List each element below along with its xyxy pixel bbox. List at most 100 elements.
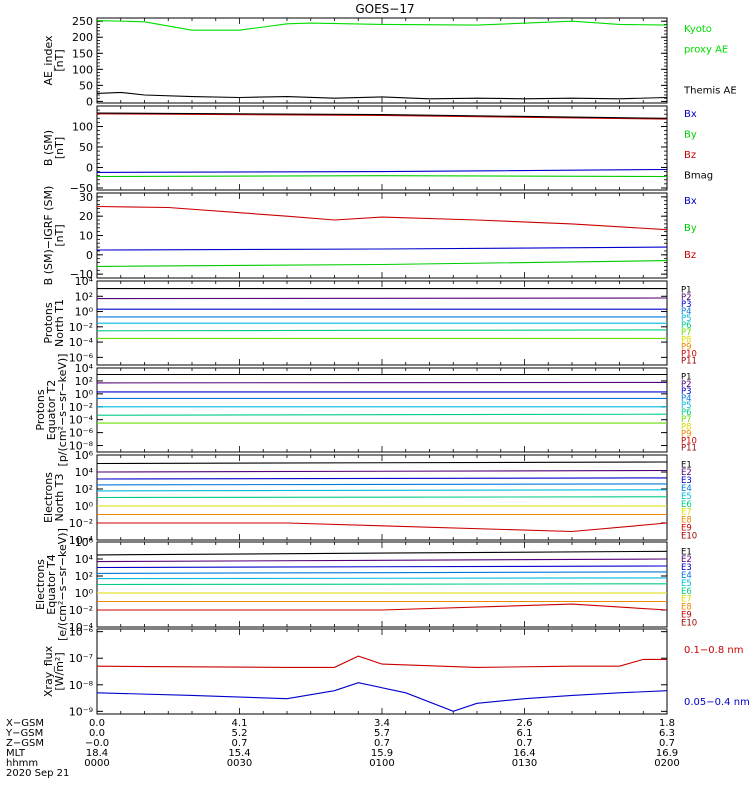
legend-item: E2: [681, 468, 692, 478]
y-tick-label: 10⁰: [75, 500, 94, 513]
footer-value: 0100: [369, 758, 394, 769]
legend-item: E10: [681, 531, 697, 541]
y-axis-label: B (SM): [42, 130, 55, 166]
footer-value: 2.6: [517, 718, 533, 729]
series-line-e9: [97, 603, 668, 611]
series-line-e5: [96, 489, 668, 492]
y-axis-label: Electrons: [42, 472, 55, 523]
y-axis-label: [nT]: [53, 224, 66, 246]
legend-item: P6: [681, 321, 692, 331]
panel-bsm: −50 0 50 100 B (SM)[nT] Bx By Bz Bmag: [42, 105, 713, 195]
legend-item: P3: [681, 387, 692, 397]
legend-item: E9: [681, 524, 692, 534]
footer-value: 15.4: [228, 748, 250, 759]
footer-value: 0.7: [659, 738, 675, 749]
y-axis-label: [p/(cm²−s−sr−keV)]: [56, 354, 69, 467]
y-tick-label: 10⁻²: [69, 321, 93, 334]
y-tick-label: 10⁻⁶: [69, 427, 94, 440]
y-tick-label: 0: [86, 161, 93, 174]
series-line-by: [96, 175, 668, 178]
series-line-p6: [96, 329, 668, 332]
legend-item: Bz: [684, 250, 696, 261]
y-tick-label: 10⁻⁸: [69, 679, 94, 692]
series-line-p2: [96, 381, 668, 384]
legend-item: P9: [681, 342, 692, 352]
legend-item: Bx: [684, 196, 697, 207]
series-line-e2: [96, 558, 668, 563]
footer-value: 15.9: [371, 748, 393, 759]
legend-item: P8: [681, 422, 692, 432]
series-line-e3: [96, 477, 668, 480]
footer-value: 6.1: [517, 728, 533, 739]
y-tick-label: 10⁰: [75, 587, 94, 600]
legend-item: P3: [681, 300, 692, 310]
y-tick-label: 10⁰: [75, 306, 94, 319]
footer-value: 16.9: [656, 748, 678, 759]
series-line-e1: [96, 461, 668, 465]
series-line-e5: [96, 577, 668, 580]
legend-item: Bmag: [684, 171, 713, 182]
legend-item: By: [684, 223, 697, 234]
y-tick-label: 10⁶: [75, 449, 94, 462]
legend-item: E8: [681, 603, 692, 613]
footer-value: 0.7: [374, 738, 390, 749]
y-tick-label: 10⁻²: [69, 401, 93, 414]
footer-value: 0130: [512, 758, 537, 769]
y-tick-label: 10⁴: [75, 553, 94, 566]
footer-date: 2020 Sep 21: [6, 768, 69, 779]
series-line-e9: [97, 522, 668, 533]
y-axis-label: Protons: [34, 389, 47, 430]
footer-value: 0030: [227, 758, 252, 769]
y-tick-label: 10⁴: [75, 466, 94, 479]
y-tick-label: 0: [86, 249, 93, 262]
y-tick-label: 10⁻⁴: [69, 621, 94, 634]
y-tick-label: 10⁻⁹: [69, 705, 93, 718]
y-tick-label: 10⁻⁴: [69, 336, 94, 349]
legend-item: E5: [681, 492, 692, 502]
y-tick-label: 10⁻⁶: [69, 626, 94, 639]
legend-item: proxy AE: [684, 45, 728, 56]
y-tick-label: 10²: [75, 570, 93, 583]
y-tick-label: 10⁴: [75, 362, 94, 375]
series-line-e2: [96, 469, 668, 473]
footer-value: 0200: [654, 758, 679, 769]
series-line-0-1-0-8-nm: [96, 655, 667, 668]
series-line-e3: [96, 565, 668, 569]
series-line-bx: [96, 246, 668, 251]
legend-item: P10: [681, 349, 697, 359]
legend-item: Themis AE: [683, 86, 737, 97]
legend-item: E3: [681, 476, 692, 486]
legend-item: E6: [681, 587, 692, 597]
legend-item: P7: [681, 328, 692, 338]
legend-item: E4: [681, 571, 692, 581]
panel-ae: 0 50 100 150 200 250 AE_index[nT] Kyoto proxy AE…: [42, 15, 737, 108]
legend-item: Kyoto: [684, 24, 712, 35]
series-line-e1: [96, 550, 668, 556]
footer-value: 1.8: [659, 718, 675, 729]
footer-row-label: Z−GSM: [6, 738, 44, 749]
y-axis-label: North T1: [53, 299, 66, 347]
legend-item: E7: [681, 595, 692, 605]
legend-item: Bz: [684, 150, 696, 161]
legend-item: E9: [681, 611, 692, 621]
series-line-e4: [96, 483, 668, 486]
footer-row-label: Y−GSM: [5, 728, 43, 739]
legend-item: P1: [681, 286, 692, 296]
y-tick-label: 0: [86, 95, 93, 108]
y-axis-label: B (SM)−IGRF (SM): [42, 186, 55, 286]
legend-item: P8: [681, 335, 692, 345]
legend-item: 0.05−0.4 nm: [684, 697, 750, 708]
footer-value: 16.4: [513, 748, 535, 759]
legend-item: P2: [681, 293, 692, 303]
legend-item: 0.1−0.8 nm: [684, 645, 743, 656]
y-tick-label: 100: [72, 63, 93, 76]
legend-item: P11: [681, 444, 697, 454]
y-tick-label: 10⁻⁶: [69, 351, 94, 364]
y-axis-label: AE_index: [42, 35, 55, 86]
legend-item: E5: [681, 579, 692, 589]
y-tick-label: 10⁻⁴: [69, 414, 94, 427]
footer-value: 0.0: [89, 728, 105, 739]
